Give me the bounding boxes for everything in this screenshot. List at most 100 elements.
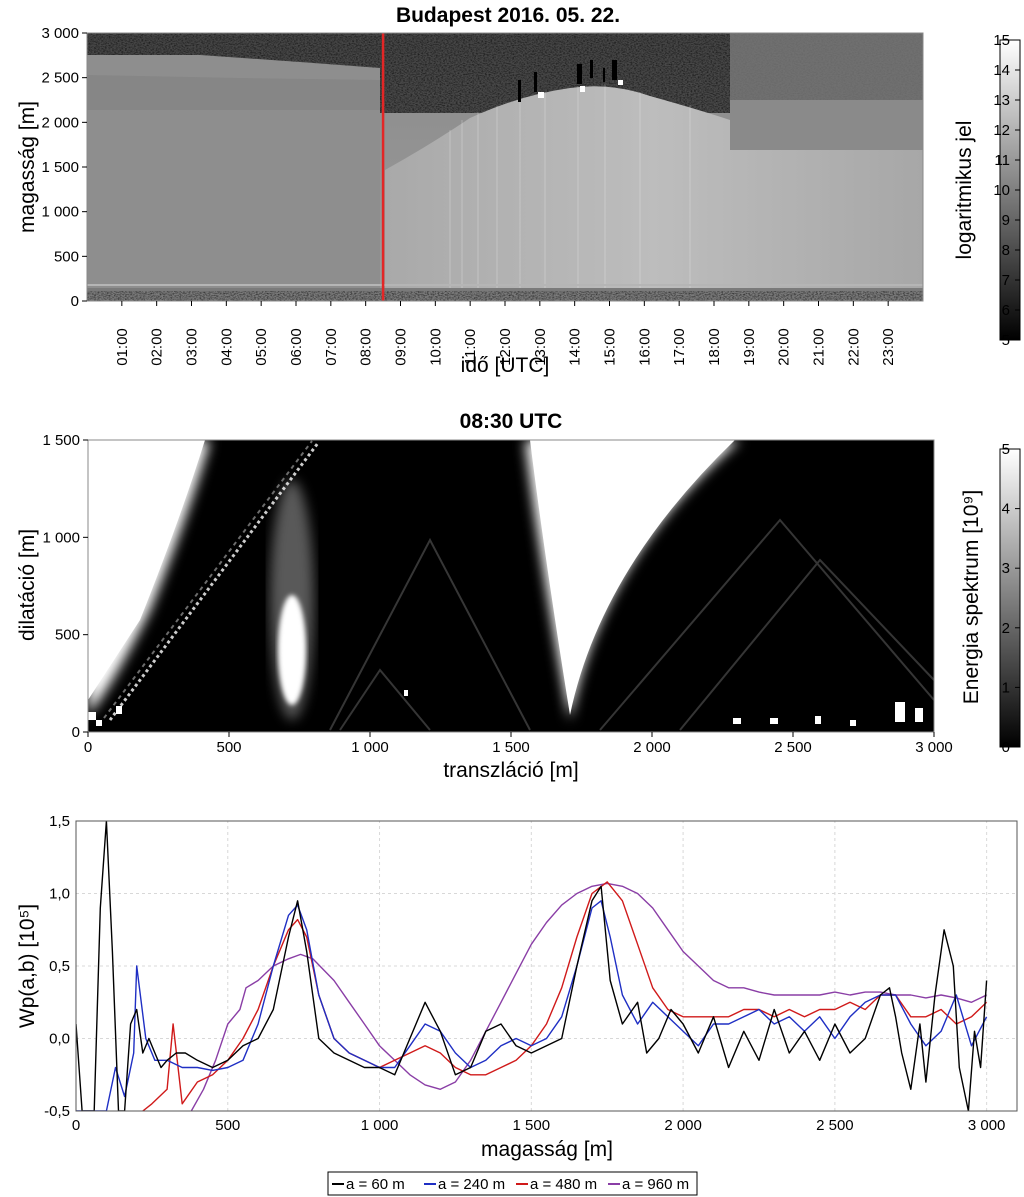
series-line-240m <box>76 900 988 1111</box>
colorbar2-tick-label: 0 <box>1002 739 1010 756</box>
panel1-x-tick-label: 11:00 <box>462 329 479 365</box>
legend-label: a = 60 m <box>346 1176 405 1193</box>
panel1-x-tick-label: 20:00 <box>776 328 793 366</box>
colorbar2-tick-label: 1 <box>1002 679 1010 696</box>
panel1-x-tick-label: 09:00 <box>393 328 410 366</box>
panel3-y-axis: -0,5 0,0 0,5 1,0 1,5 <box>44 813 70 1120</box>
legend-label: a = 480 m <box>530 1176 597 1193</box>
panel1-y-tick-label: 2 000 <box>41 114 79 131</box>
panel3-y-tick-label: 1,5 <box>49 813 70 830</box>
panel1-x-tick-label: 03:00 <box>184 328 201 366</box>
legend-label: a = 960 m <box>622 1176 689 1193</box>
panel2-colorbar-label: Energia spektrum [10⁹] <box>960 490 983 704</box>
colorbar1-tick-label: 5 <box>1002 332 1010 349</box>
panel3-x-tick-label: 2 500 <box>816 1117 854 1134</box>
panel1-colorbar: 5 6 7 8 9 10 11 12 13 14 15 logaritmikus jel <box>953 32 1021 349</box>
panel1-x-tick-label: 10:00 <box>427 328 444 366</box>
colorbar2-tick-label: 5 <box>1002 441 1010 458</box>
panel1-y-label: magasság [m] <box>16 101 39 233</box>
panel2-x-tick-label: 1 500 <box>492 739 530 756</box>
series-line-480m <box>142 881 988 1111</box>
panel3-x-tick-label: 3 000 <box>968 1117 1006 1134</box>
colorbar1-tick-label: 11 <box>994 152 1010 169</box>
panel1-y-tick-label: 2 500 <box>41 70 79 87</box>
panel1-x-tick-label: 07:00 <box>323 328 340 366</box>
panel1-title: Budapest 2016. 05. 22. <box>396 4 620 27</box>
colorbar1-tick-label: 10 <box>993 182 1010 199</box>
panel2-x-tick-label: 500 <box>216 739 241 756</box>
wavelet-panel: 08:30 UTC <box>16 410 1021 782</box>
colorbar1-tick-label: 14 <box>993 62 1010 79</box>
colorbar2-tick-label: 4 <box>1002 501 1010 518</box>
colorbar1-tick-label: 15 <box>993 32 1010 49</box>
panel1-x-tick-label: 06:00 <box>288 328 305 366</box>
panel2-y-tick-label: 500 <box>55 627 80 644</box>
panel3-y-label: Wp(a,b) [10⁵] <box>16 904 39 1028</box>
panel2-x-tick-label: 3 000 <box>915 739 953 756</box>
panel3-y-tick-label: 1,0 <box>49 886 70 903</box>
panel3-series <box>76 821 988 1111</box>
panel3-x-tick-label: 0 <box>72 1117 80 1134</box>
panel1-y-tick-label: 0 <box>71 293 79 310</box>
panel1-y-tick-label: 1 000 <box>41 204 79 221</box>
panel3-x-tick-label: 1 500 <box>513 1117 551 1134</box>
panel1-x-tick-label: 05:00 <box>253 328 270 366</box>
panel2-x-axis: 0 500 1 000 1 500 2 000 2 500 3 000 <box>84 732 953 756</box>
panel3-x-tick-label: 2 000 <box>664 1117 702 1134</box>
panel1-colorbar-label: logaritmikus jel <box>953 121 976 260</box>
colorbar2-tick-label: 2 <box>1002 620 1010 637</box>
panel1-y-tick-label: 1 500 <box>41 159 79 176</box>
panel2-x-tick-label: 1 000 <box>351 739 389 756</box>
panel1-x-tick-label: 18:00 <box>706 328 723 366</box>
panel2-x-tick-label: 2 000 <box>633 739 671 756</box>
panel3-x-tick-label: 500 <box>215 1117 240 1134</box>
panel1-y-tick-label: 500 <box>54 248 79 265</box>
panel3-y-tick-label: 0,0 <box>49 1031 70 1048</box>
panel1-x-tick-label: 23:00 <box>880 328 897 366</box>
panel3-y-tick-label: 0,5 <box>49 958 70 975</box>
panel2-x-label: transzláció [m] <box>443 759 578 782</box>
panel1-x-tick-label: 14:00 <box>567 328 584 366</box>
panel1-x-tick-label: 17:00 <box>671 328 688 366</box>
panel2-y-axis: 0 500 1 000 1 500 <box>42 432 88 741</box>
colorbar1-tick-label: 12 <box>993 122 1010 139</box>
ceilometer-panel: Budapest 2016. 05. 22. <box>16 4 1021 377</box>
colorbar1-tick-label: 13 <box>993 92 1010 109</box>
panel3-x-label: magasság [m] <box>481 1138 613 1161</box>
panel1-x-tick-label: 01:00 <box>114 328 131 366</box>
colorbar1-tick-label: 7 <box>1002 272 1010 289</box>
panel1-x-tick-label: 15:00 <box>602 328 619 366</box>
panel3-y-tick-label: -0,5 <box>44 1103 70 1120</box>
panel3-legend: a = 60 m a = 240 m a = 480 m a = 960 m <box>327 1171 698 1196</box>
panel1-x-tick-label: 12:00 <box>497 328 514 366</box>
series-line-960m <box>190 882 987 1111</box>
panel2-y-label: dilatáció [m] <box>16 529 39 641</box>
panel1-x-tick-label: 22:00 <box>845 328 862 366</box>
panel1-y-tick-label: 3 000 <box>41 25 79 42</box>
panel2-y-tick-label: 0 <box>72 724 80 741</box>
panel3-x-tick-label: 1 000 <box>361 1117 399 1134</box>
series-line-60m <box>76 821 988 1111</box>
panel1-x-tick-label: 04:00 <box>218 328 235 366</box>
panel1-x-tick-label: 02:00 <box>149 328 166 366</box>
panel2-y-tick-label: 1 000 <box>42 529 80 546</box>
panel2-colorbar: 0 1 2 3 4 5 Energia spektrum [10⁹] <box>960 441 1021 756</box>
panel3-x-axis: 0 500 1 000 1 500 2 000 2 500 3 000 <box>72 1117 1006 1134</box>
panel2-title: 08:30 UTC <box>460 410 563 433</box>
colorbar1-tick-label: 9 <box>1002 212 1010 229</box>
panel1-x-tick-label: 08:00 <box>358 328 375 366</box>
panel1-x-tick-label: 13:00 <box>532 328 549 366</box>
panel2-y-tick-label: 1 500 <box>42 432 80 449</box>
panel1-heatmap <box>87 33 923 301</box>
line-panel: -0,5 0,0 0,5 1,0 1,5 0 500 1 000 1 500 2 000 2 50… <box>16 813 1018 1196</box>
panel1-x-tick-label: 19:00 <box>741 328 758 366</box>
panel1-y-axis: 0 500 1 000 1 500 2 000 2 500 3 000 <box>41 25 87 310</box>
legend-label: a = 240 m <box>438 1176 505 1193</box>
panel2-heatmap <box>88 440 934 732</box>
colorbar1-tick-label: 8 <box>1002 242 1010 259</box>
panel1-x-label: idő [UTC] <box>461 354 550 377</box>
colorbar2-tick-label: 3 <box>1002 560 1010 577</box>
panel1-x-axis: 01:00 02:00 03:00 04:00 05:00 06:00 07:00 08:00… <box>114 301 897 366</box>
panel2-x-tick-label: 0 <box>84 739 92 756</box>
